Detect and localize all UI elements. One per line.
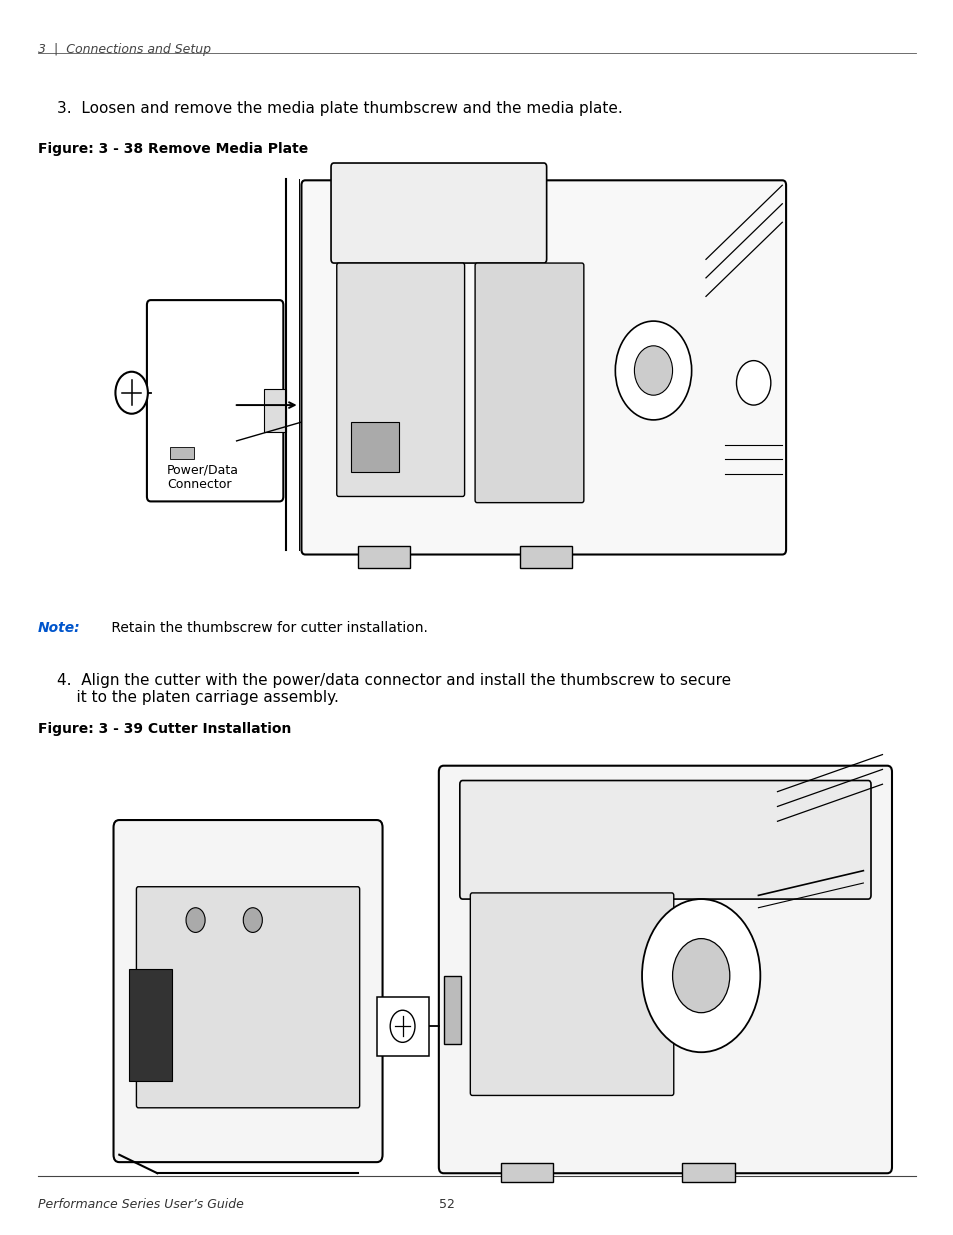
Bar — [519, 546, 572, 568]
Text: Figure: 3 - 38 Remove Media Plate: Figure: 3 - 38 Remove Media Plate — [38, 142, 308, 156]
Circle shape — [672, 939, 729, 1013]
Circle shape — [736, 361, 770, 405]
FancyBboxPatch shape — [438, 766, 891, 1173]
Text: Figure: 3 - 39 Cutter Installation: Figure: 3 - 39 Cutter Installation — [38, 722, 292, 736]
Circle shape — [115, 372, 148, 414]
Text: 3  |  Connections and Setup: 3 | Connections and Setup — [38, 43, 211, 57]
Circle shape — [243, 908, 262, 932]
Bar — [681, 1163, 734, 1182]
FancyBboxPatch shape — [136, 887, 359, 1108]
Bar — [351, 422, 398, 472]
Circle shape — [390, 1010, 415, 1042]
FancyBboxPatch shape — [301, 180, 785, 555]
Circle shape — [615, 321, 691, 420]
Text: Performance Series User’s Guide: Performance Series User’s Guide — [38, 1198, 244, 1212]
Bar — [443, 976, 460, 1044]
Bar — [500, 1163, 553, 1182]
Circle shape — [641, 899, 760, 1052]
Text: Retain the thumbscrew for cutter installation.: Retain the thumbscrew for cutter install… — [107, 621, 427, 635]
FancyBboxPatch shape — [459, 781, 870, 899]
FancyBboxPatch shape — [331, 163, 546, 263]
Text: 3.  Loosen and remove the media plate thumbscrew and the media plate.: 3. Loosen and remove the media plate thu… — [57, 101, 622, 116]
FancyBboxPatch shape — [113, 820, 382, 1162]
Bar — [376, 997, 429, 1056]
Circle shape — [634, 346, 672, 395]
Text: 4.  Align the cutter with the power/data connector and install the thumbscrew to: 4. Align the cutter with the power/data … — [57, 673, 731, 705]
Text: Note:: Note: — [38, 621, 81, 635]
FancyBboxPatch shape — [475, 263, 583, 503]
FancyBboxPatch shape — [470, 893, 673, 1095]
Text: Power/Data
Connector: Power/Data Connector — [167, 463, 238, 492]
Circle shape — [186, 908, 205, 932]
Bar — [357, 546, 410, 568]
Bar — [170, 447, 193, 459]
FancyBboxPatch shape — [147, 300, 283, 501]
Bar — [129, 969, 172, 1081]
Text: 52: 52 — [438, 1198, 455, 1212]
FancyBboxPatch shape — [336, 263, 464, 496]
Bar — [264, 389, 286, 432]
